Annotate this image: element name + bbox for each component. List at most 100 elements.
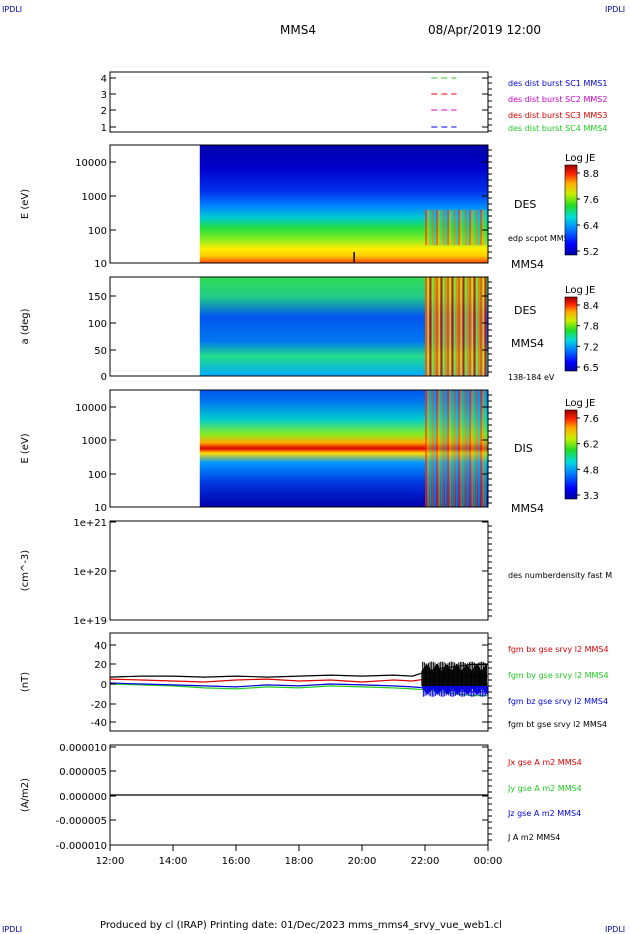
colorbar-tick-label: 5.2 <box>583 247 599 258</box>
y-tick-label: 100 <box>88 226 107 237</box>
y-tick-label: 0 <box>101 680 107 691</box>
activity-stripe <box>462 390 465 507</box>
time-tick-label: 18:00 <box>285 856 314 867</box>
y-axis-label: (A/m2) <box>20 778 31 812</box>
activity-stripe <box>462 209 465 246</box>
time-tick-label: 22:00 <box>411 856 440 867</box>
colorbar-tick-label: 8.8 <box>583 169 599 180</box>
activity-stripe <box>466 390 469 507</box>
colorbar-title: Log JE <box>565 398 595 409</box>
colorbar-2: Log JE 8.8 7.6 6.4 5.2 <box>564 153 599 258</box>
y-tick-label: 1e+19 <box>73 616 107 627</box>
activity-stripe <box>444 390 447 507</box>
activity-stripe <box>436 209 439 246</box>
activity-stripe <box>455 209 458 246</box>
y-tick-label: 10000 <box>75 158 107 169</box>
y-axis-label: (cm^-3) <box>20 550 31 591</box>
activity-stripe <box>447 209 450 246</box>
activity-stripe <box>460 390 463 507</box>
panel-4: 10 100 1000 10000 E (eV) DIS MMS4 Log JE 7.6 6.2 4… <box>20 389 599 515</box>
activity-stripe <box>438 277 441 376</box>
right-label: des dist burst SC3 MMS3 <box>508 111 607 120</box>
activity-stripe <box>449 209 452 246</box>
spectrogram-4 <box>199 390 488 507</box>
activity-stripe <box>449 277 452 376</box>
time-tick-label: 14:00 <box>159 856 188 867</box>
activity-stripe <box>458 209 461 246</box>
activity-stripe <box>442 209 445 246</box>
series-group-1 <box>431 77 457 128</box>
y-tick-label: 0.000005 <box>59 767 107 778</box>
right-label: 138-184 eV <box>508 373 555 382</box>
colorbar-tick-label: 6.5 <box>583 363 599 374</box>
colorbar-3: Log JE 8.4 7.8 7.2 6.5 <box>564 285 599 374</box>
activity-stripe <box>427 209 430 246</box>
spectrogram-4-late-activity <box>425 390 487 507</box>
activity-stripe <box>447 277 450 376</box>
panel-6: -40 -20 0 20 40 (nT) fgm bx gse srvy l2 MMS4 fg… <box>20 632 609 732</box>
y-tick-label: 0.000000 <box>59 792 107 803</box>
activity-stripe <box>453 277 456 376</box>
colorbar-title: Log JE <box>565 153 595 164</box>
activity-stripe <box>466 277 469 376</box>
y-tick-label: -20 <box>91 700 107 711</box>
activity-stripe <box>429 277 432 376</box>
y-tick-label: 1 <box>101 123 107 134</box>
activity-stripe <box>455 277 458 376</box>
activity-stripe <box>469 209 472 246</box>
activity-stripe <box>475 209 478 246</box>
activity-stripe <box>473 277 476 376</box>
y-tick-label: 1e+20 <box>73 567 107 578</box>
spectrogram-2-late-activity <box>425 209 487 246</box>
activity-stripe <box>477 390 480 507</box>
activity-stripe <box>471 209 474 246</box>
panel-frame-1 <box>109 71 489 133</box>
activity-stripe <box>444 209 447 246</box>
activity-stripe <box>484 277 487 376</box>
activity-stripe <box>482 390 485 507</box>
right-label: J A m2 MMS4 <box>507 833 560 842</box>
activity-stripe <box>473 390 476 507</box>
y-tick-label: 150 <box>88 292 107 303</box>
activity-stripe <box>427 277 430 376</box>
activity-stripe <box>471 277 474 376</box>
colorbar-tick-label: 7.8 <box>583 322 599 333</box>
activity-stripe <box>433 209 436 246</box>
right-label: fgm bz gse srvy l2 MMS4 <box>508 697 608 706</box>
activity-stripe <box>480 209 483 246</box>
y-tick-label: 0.000010 <box>59 743 107 754</box>
colorbar-tick-label: 8.4 <box>583 301 599 312</box>
right-label: MMS4 <box>511 502 544 515</box>
activity-stripe <box>477 277 480 376</box>
panel-frame-5 <box>109 520 489 621</box>
y-tick-label: -40 <box>91 718 107 729</box>
colorbar-tick-label: 7.2 <box>583 342 599 353</box>
activity-stripe <box>449 390 452 507</box>
activity-stripe <box>440 390 443 507</box>
activity-stripe <box>484 209 487 246</box>
activity-stripe <box>440 209 443 246</box>
spectrogram-2 <box>199 145 488 263</box>
corner-label-top-left: IPDLI <box>2 5 22 14</box>
y-tick-label: 3 <box>101 90 107 101</box>
y-tick-label: -0.000010 <box>56 841 107 852</box>
right-label: DIS <box>514 442 533 455</box>
colorbar-tick-label: 7.6 <box>583 414 599 425</box>
y-axis-label: E (eV) <box>20 433 31 463</box>
header-spacecraft: MMS4 <box>280 23 316 37</box>
activity-stripe <box>433 277 436 376</box>
right-label: edp scpot MMS4 <box>508 234 574 243</box>
activity-stripe <box>436 277 439 376</box>
colorbar-4: Log JE 7.6 6.2 4.8 3.3 <box>564 398 599 502</box>
activity-stripe <box>451 390 454 507</box>
y-tick-label: 0 <box>101 372 107 383</box>
activity-stripe <box>462 277 465 376</box>
colorbar-tick-label: 6.4 <box>583 221 599 232</box>
panels: 1 2 3 4 des dist burst SC1 MMS1 des dist burs… <box>20 71 612 852</box>
y-tick-label: 40 <box>94 641 107 652</box>
y-tick-label: 50 <box>94 346 107 357</box>
spectrogram-3-late-activity <box>425 277 487 376</box>
y-tick-label: 10 <box>94 259 107 270</box>
activity-stripe <box>464 209 467 246</box>
